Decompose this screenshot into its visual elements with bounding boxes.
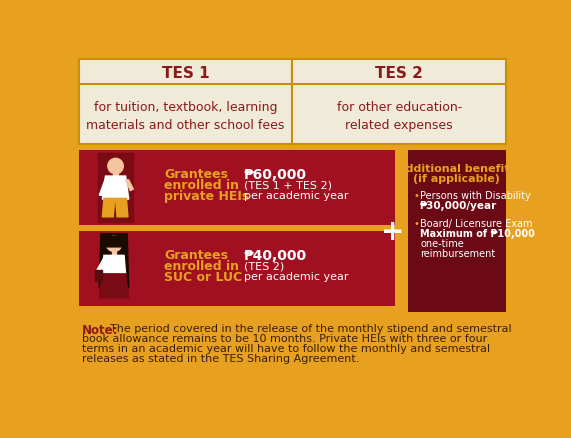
Text: terms in an academic year will have to follow the monthly and semestral: terms in an academic year will have to f…: [82, 343, 490, 353]
Polygon shape: [115, 199, 128, 217]
Text: •: •: [414, 191, 420, 201]
Polygon shape: [112, 252, 116, 256]
Text: The period covered in the release of the monthly stipend and semestral: The period covered in the release of the…: [110, 323, 512, 333]
Bar: [79, 60, 292, 85]
Text: enrolled in: enrolled in: [164, 179, 239, 191]
Bar: [79, 151, 395, 226]
Text: Additional benefits: Additional benefits: [397, 163, 517, 173]
Text: Note:: Note:: [82, 323, 119, 336]
Polygon shape: [102, 177, 128, 200]
Polygon shape: [126, 180, 134, 191]
Bar: [408, 151, 506, 312]
Text: per academic year: per academic year: [244, 272, 348, 282]
Text: releases as stated in the TES Sharing Agreement.: releases as stated in the TES Sharing Ag…: [82, 353, 360, 363]
Bar: [79, 60, 506, 145]
Bar: [292, 60, 506, 85]
Polygon shape: [102, 256, 126, 275]
Text: Maximum of ₱10,000: Maximum of ₱10,000: [420, 229, 535, 238]
Text: +: +: [380, 218, 404, 246]
Text: private HEIs: private HEIs: [164, 189, 250, 202]
Text: Grantees: Grantees: [164, 248, 228, 261]
Text: per academic year: per academic year: [244, 191, 348, 201]
Text: enrolled in: enrolled in: [164, 259, 239, 272]
Text: Persons with Disability: Persons with Disability: [420, 191, 531, 201]
Polygon shape: [95, 270, 102, 281]
Text: •: •: [414, 219, 420, 229]
Polygon shape: [99, 234, 128, 288]
Text: for tuition, textbook, learning
materials and other school fees: for tuition, textbook, learning material…: [86, 101, 285, 132]
Polygon shape: [101, 246, 108, 286]
Text: for other education-
related expenses: for other education- related expenses: [336, 101, 462, 132]
Text: ₱30,000/year: ₱30,000/year: [420, 201, 497, 211]
Text: TES 1: TES 1: [162, 66, 210, 81]
Text: (TES 1 + TES 2): (TES 1 + TES 2): [244, 180, 332, 190]
Polygon shape: [99, 179, 108, 196]
Circle shape: [108, 159, 123, 174]
Polygon shape: [113, 173, 118, 177]
Polygon shape: [102, 199, 115, 217]
Polygon shape: [96, 258, 107, 273]
Polygon shape: [99, 274, 128, 298]
Bar: [79, 232, 395, 306]
Text: SUC or LUC: SUC or LUC: [164, 270, 243, 283]
Text: one-time: one-time: [420, 238, 464, 248]
Polygon shape: [106, 237, 123, 247]
Polygon shape: [98, 154, 134, 223]
Text: reimbursement: reimbursement: [420, 248, 496, 258]
Text: (if applicable): (if applicable): [413, 173, 500, 183]
Text: Board/ Licensure Exam: Board/ Licensure Exam: [420, 219, 533, 229]
Text: ₱40,000: ₱40,000: [244, 248, 307, 262]
Text: (TES 2): (TES 2): [244, 261, 284, 271]
Text: book allowance remains to be 10 months. Private HEIs with three or four: book allowance remains to be 10 months. …: [82, 333, 488, 343]
Circle shape: [106, 237, 122, 252]
Text: TES 2: TES 2: [375, 66, 423, 81]
Text: ₱60,000: ₱60,000: [244, 168, 307, 182]
Text: Grantees: Grantees: [164, 168, 228, 181]
